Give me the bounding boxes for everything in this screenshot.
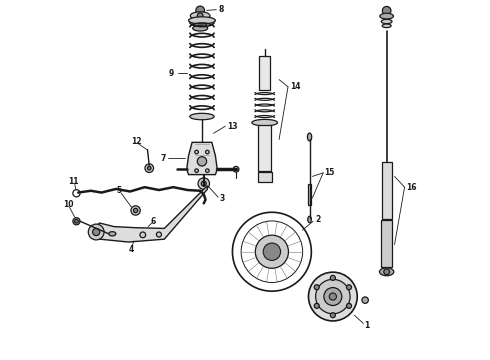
Bar (195, 148, 209, 173)
Circle shape (330, 275, 335, 280)
Circle shape (346, 303, 351, 309)
Circle shape (195, 169, 198, 172)
Circle shape (140, 232, 146, 238)
Bar (308, 184, 311, 205)
Text: 16: 16 (406, 183, 416, 192)
Ellipse shape (192, 19, 209, 24)
Bar (381, 220, 392, 267)
Ellipse shape (381, 19, 392, 24)
Bar (259, 56, 270, 90)
Ellipse shape (379, 268, 394, 276)
Circle shape (147, 166, 151, 170)
Ellipse shape (190, 12, 210, 20)
Text: 15: 15 (324, 168, 335, 177)
Ellipse shape (307, 133, 312, 141)
Text: 13: 13 (227, 122, 238, 131)
Ellipse shape (193, 26, 208, 31)
Circle shape (384, 269, 390, 275)
Text: 1: 1 (365, 321, 369, 330)
Circle shape (309, 272, 357, 321)
Circle shape (93, 228, 100, 235)
Circle shape (145, 164, 153, 172)
Circle shape (330, 313, 335, 318)
Circle shape (314, 303, 319, 309)
Circle shape (198, 178, 210, 189)
Text: 3: 3 (220, 194, 225, 203)
Bar (258, 172, 272, 182)
Polygon shape (93, 186, 207, 242)
Ellipse shape (308, 216, 311, 223)
Circle shape (362, 297, 368, 303)
Circle shape (201, 181, 206, 186)
Circle shape (197, 157, 207, 166)
Circle shape (156, 232, 161, 237)
Circle shape (73, 218, 80, 225)
Ellipse shape (382, 24, 391, 28)
Ellipse shape (200, 143, 204, 147)
Text: 11: 11 (68, 177, 79, 186)
Ellipse shape (190, 113, 214, 120)
Circle shape (324, 288, 342, 306)
Circle shape (314, 285, 319, 290)
Text: 9: 9 (169, 69, 174, 78)
Circle shape (382, 6, 391, 15)
Text: 2: 2 (315, 215, 320, 224)
Circle shape (316, 279, 350, 314)
Ellipse shape (109, 231, 116, 236)
Circle shape (88, 224, 104, 240)
Circle shape (263, 243, 281, 260)
Circle shape (329, 293, 337, 300)
Ellipse shape (380, 13, 393, 19)
Circle shape (133, 208, 138, 213)
Circle shape (195, 150, 198, 154)
Text: 6: 6 (151, 217, 156, 226)
Bar (258, 125, 271, 171)
Ellipse shape (252, 120, 277, 126)
Circle shape (196, 6, 204, 15)
Circle shape (255, 235, 289, 268)
Text: 4: 4 (129, 245, 134, 254)
Text: 7: 7 (161, 154, 166, 163)
Text: 10: 10 (63, 199, 74, 208)
Polygon shape (187, 142, 217, 175)
Text: 14: 14 (290, 82, 300, 91)
Circle shape (205, 169, 209, 172)
Text: 5: 5 (117, 186, 122, 195)
Bar (382, 162, 392, 220)
Circle shape (74, 220, 78, 223)
Circle shape (346, 285, 351, 290)
Circle shape (205, 150, 209, 154)
Ellipse shape (189, 17, 216, 24)
Text: 8: 8 (219, 5, 224, 14)
Ellipse shape (194, 144, 210, 150)
Text: 12: 12 (131, 137, 141, 146)
Circle shape (131, 206, 140, 215)
Ellipse shape (194, 22, 206, 27)
Circle shape (197, 13, 203, 19)
Circle shape (233, 166, 239, 172)
